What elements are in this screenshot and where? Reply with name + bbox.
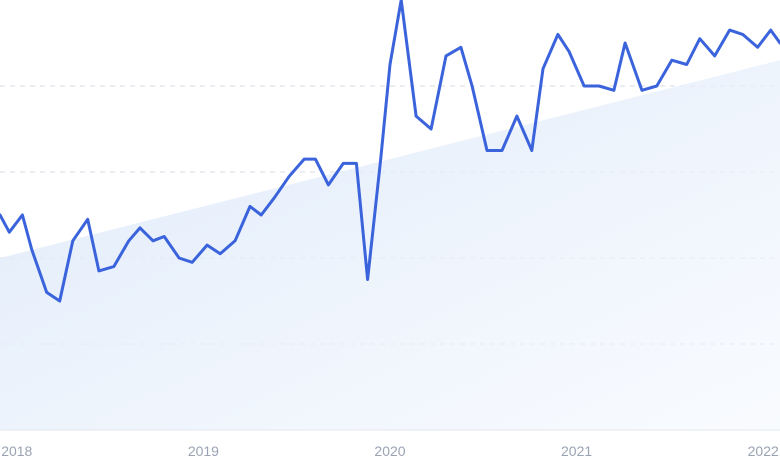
x-tick-label-2020: 2020 — [374, 443, 405, 459]
x-tick-label-2021: 2021 — [561, 443, 592, 459]
x-axis-ticks: 2018 2019 2020 2021 2022 — [1, 443, 779, 459]
series-line — [0, 0, 780, 303]
trend-band-area — [0, 60, 780, 430]
x-tick-label-2018: 2018 — [1, 443, 32, 459]
x-tick-label-2022: 2022 — [748, 443, 779, 459]
x-tick-label-2019: 2019 — [188, 443, 219, 459]
